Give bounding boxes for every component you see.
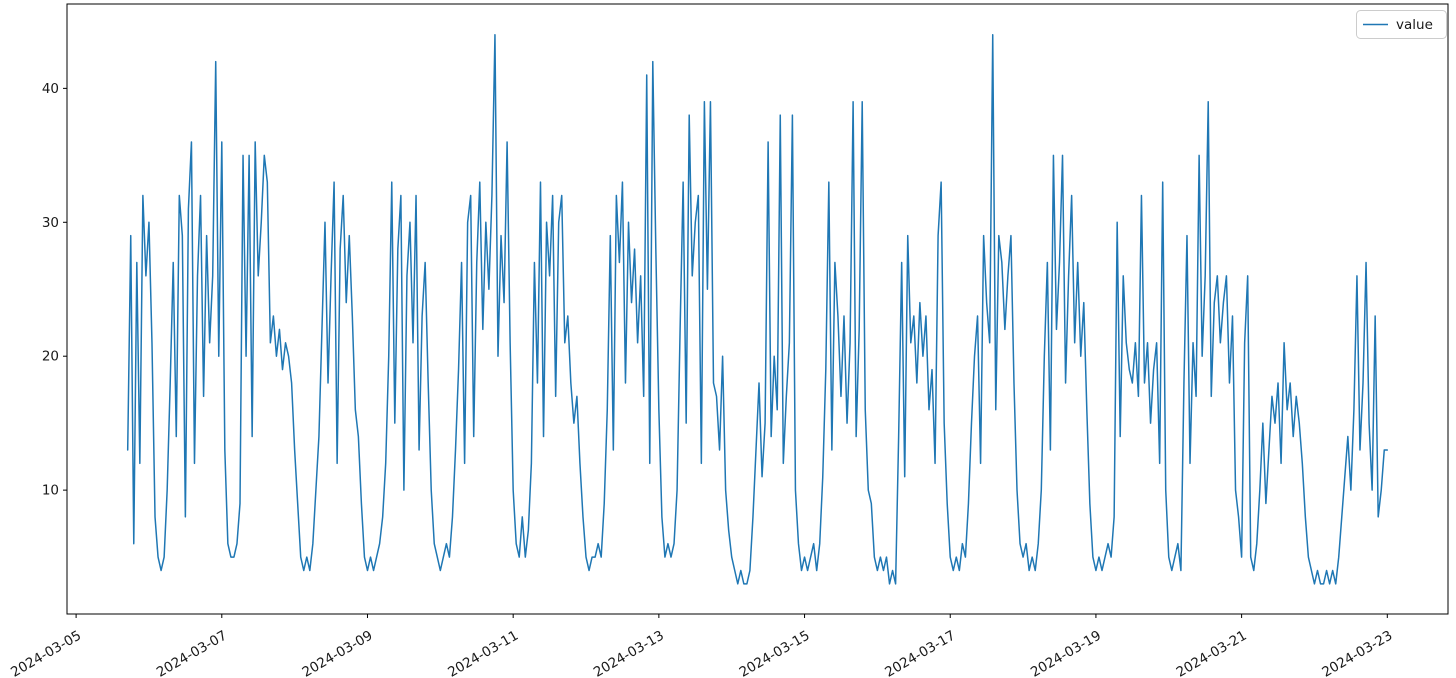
x-tick-label: 2024-03-15 xyxy=(737,628,813,678)
x-tick-label: 2024-03-21 xyxy=(1174,628,1250,678)
legend: value xyxy=(1356,10,1447,39)
plot-frame xyxy=(66,3,1449,615)
x-tick-label: 2024-03-23 xyxy=(1319,628,1395,678)
series-line-value xyxy=(126,34,1389,585)
x-tick-label: 2024-03-13 xyxy=(591,628,667,678)
x-tick-label: 2024-03-19 xyxy=(1028,628,1104,678)
x-axis: 2024-03-05 2024-03-07 2024-03-09 2024-03-11… xyxy=(8,614,1395,678)
x-tick-label: 2024-03-17 xyxy=(882,628,958,678)
x-tick-label: 2024-03-05 xyxy=(8,628,84,678)
y-axis: 10 20 30 40 xyxy=(42,81,67,499)
legend-frame xyxy=(1356,10,1447,39)
x-tick-label: 2024-03-07 xyxy=(154,628,230,678)
y-tick-label: 20 xyxy=(42,349,59,365)
legend-label: value xyxy=(1396,17,1433,33)
y-tick-label: 30 xyxy=(42,215,59,231)
x-tick-label: 2024-03-09 xyxy=(300,628,376,678)
x-tick-label: 2024-03-11 xyxy=(445,628,521,678)
series-group xyxy=(126,34,1389,585)
y-tick-label: 40 xyxy=(42,81,59,97)
y-tick-label: 10 xyxy=(42,483,59,499)
